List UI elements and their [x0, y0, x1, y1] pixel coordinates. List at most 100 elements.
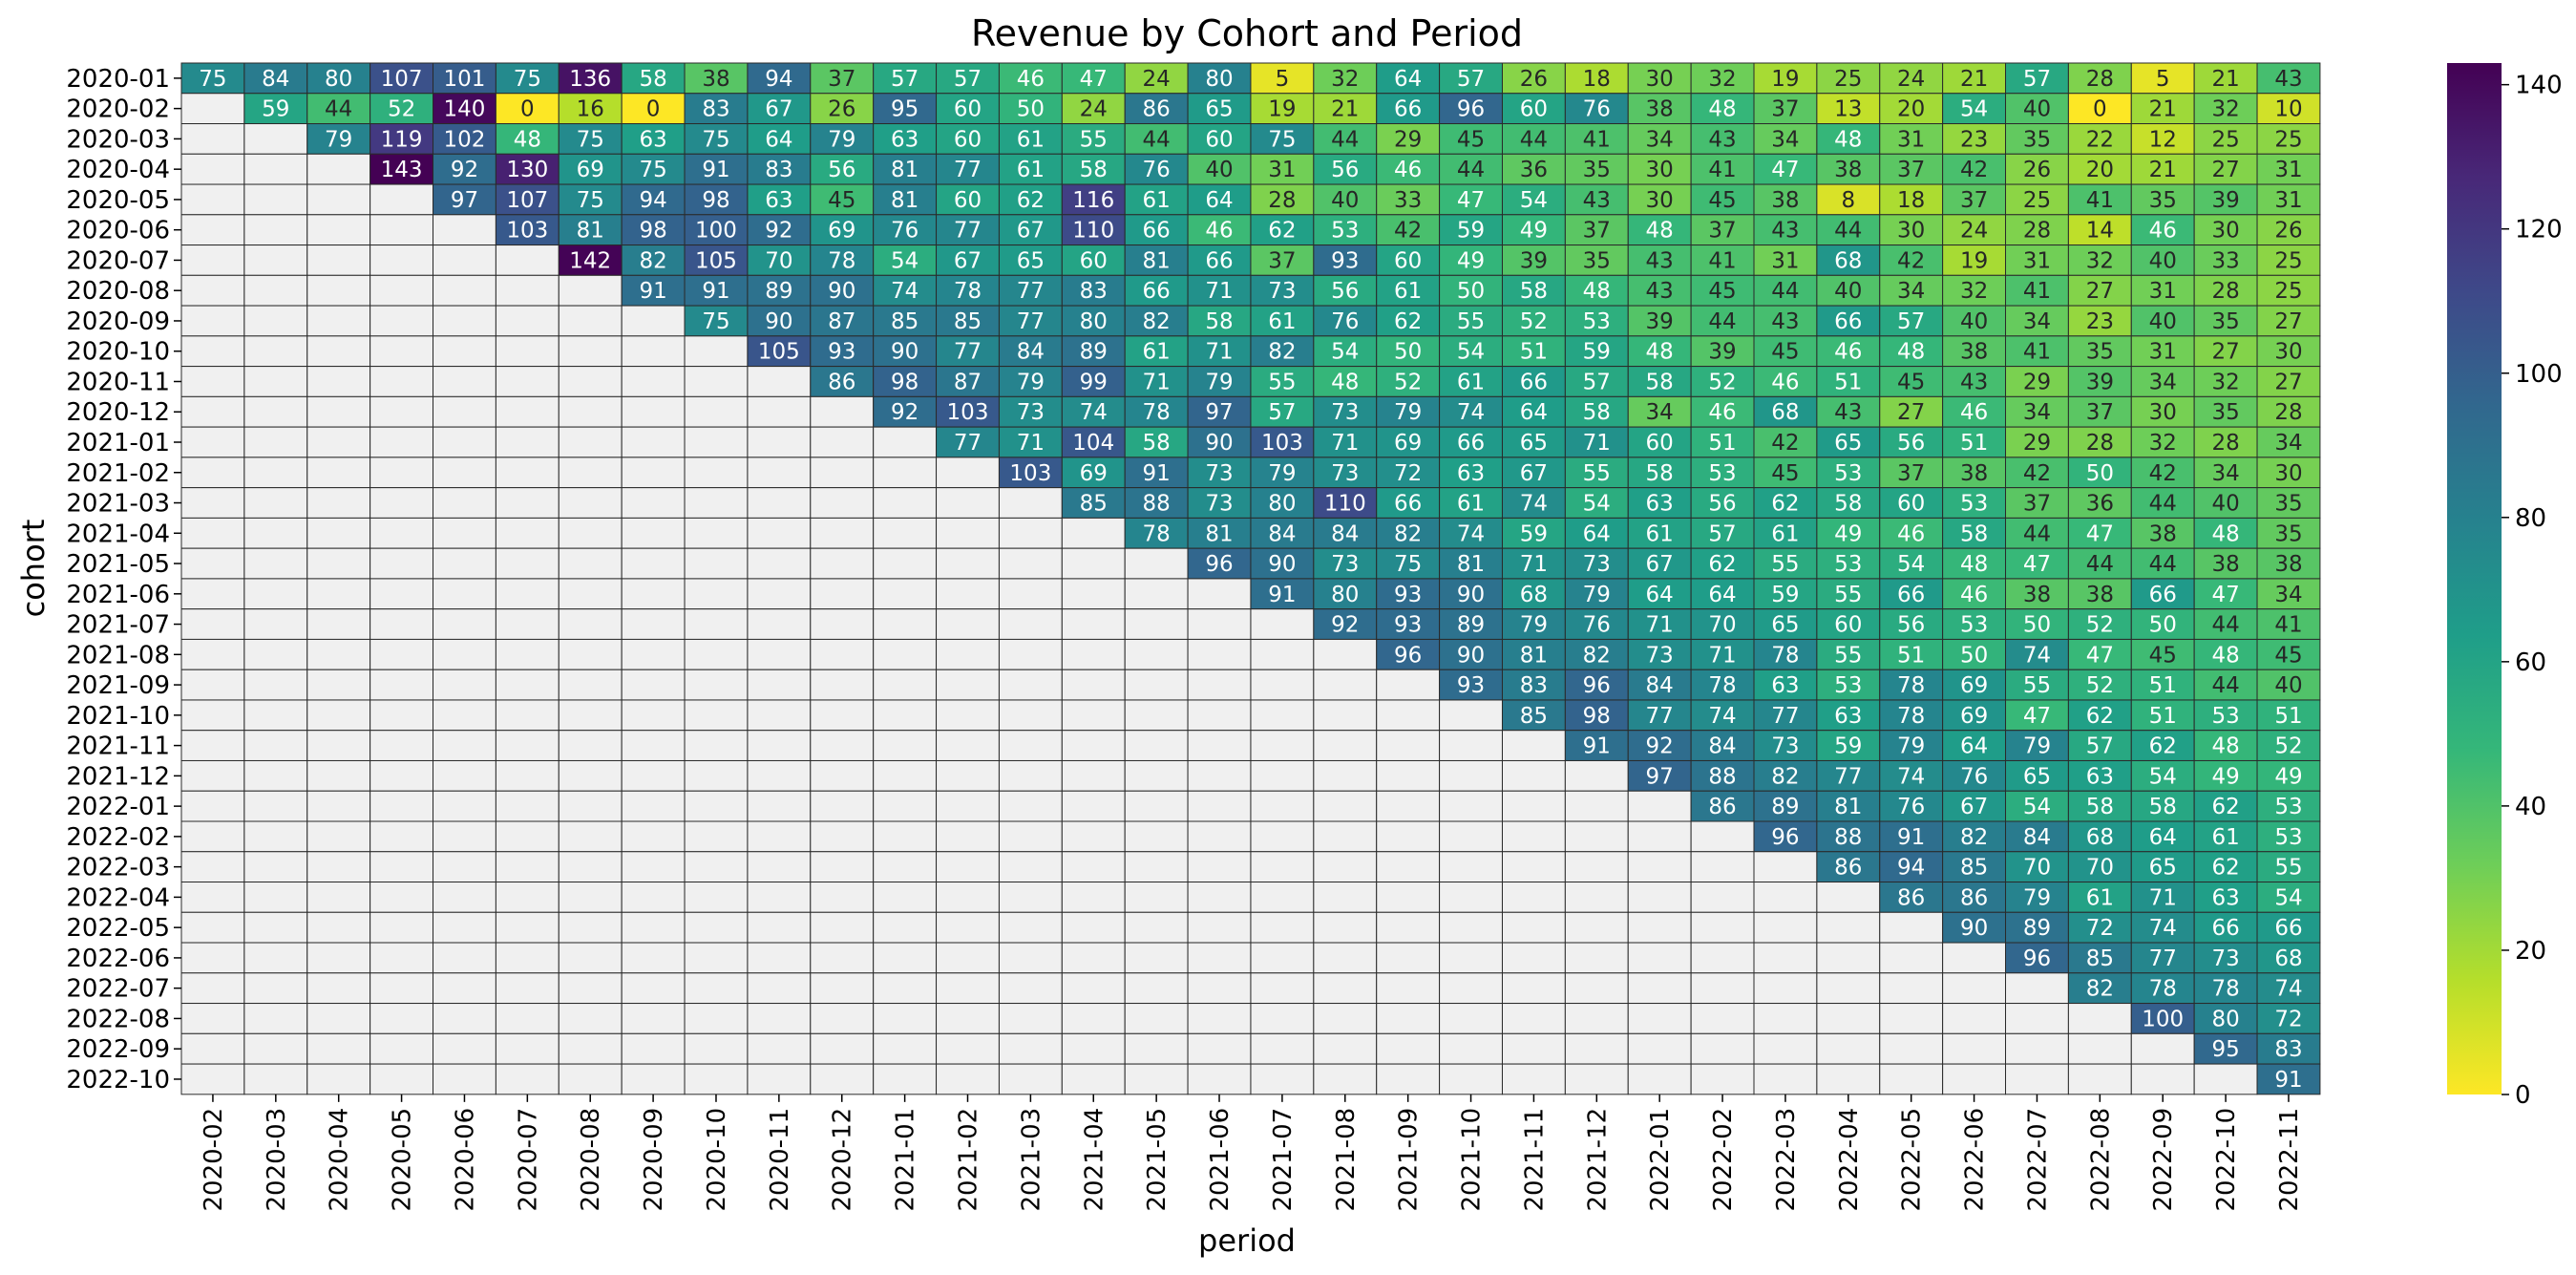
- heatmap-cell: [1124, 790, 1189, 822]
- heatmap-cell: [1250, 851, 1315, 883]
- heatmap-cell: [558, 487, 623, 519]
- heatmap-cell: [1376, 942, 1441, 974]
- cell-value-label: 49: [2274, 764, 2302, 789]
- cell-value-label: 101: [444, 67, 486, 92]
- heatmap-cell: [621, 638, 686, 670]
- heatmap-cell: [1753, 1032, 1818, 1065]
- heatmap-cell: [1501, 790, 1566, 822]
- column-tick-label: 2022-06: [1961, 1108, 1990, 1212]
- heatmap-cell: [747, 790, 812, 822]
- heatmap-cell: [1942, 244, 2007, 276]
- heatmap-cell: [495, 457, 560, 489]
- heatmap-cell: [180, 1003, 245, 1034]
- cell-value-label: 31: [2274, 158, 2302, 182]
- heatmap-cell: [1879, 942, 1944, 974]
- row-tick-label: 2020-02: [66, 96, 170, 124]
- heatmap-cell: [1376, 1063, 1441, 1095]
- heatmap-cell: [1250, 911, 1315, 944]
- heatmap-cell: [306, 123, 371, 155]
- heatmap-cell: [936, 244, 1000, 276]
- heatmap-cell: [1879, 851, 1944, 883]
- heatmap-cell: [558, 426, 623, 458]
- heatmap-cell: [1187, 730, 1252, 761]
- heatmap-cell: [2256, 517, 2321, 549]
- heatmap-cell: [1439, 699, 1503, 732]
- cell-value-label: 99: [1080, 370, 1108, 394]
- cell-value-label: 36: [2086, 492, 2114, 517]
- column-tick-label: 2022-07: [2023, 1108, 2052, 1212]
- cell-value-label: 92: [1646, 734, 1674, 759]
- row-tick-label: 2021-08: [66, 641, 170, 669]
- heatmap-cell: [1942, 305, 2007, 337]
- heatmap-cell: [621, 790, 686, 822]
- cell-value-label: 52: [1708, 370, 1736, 394]
- cell-value-label: 23: [2086, 309, 2114, 334]
- heatmap-cell: [433, 882, 496, 913]
- heatmap-cell: [1187, 608, 1252, 640]
- cell-value-label: 54: [1960, 97, 1988, 122]
- heatmap-cell: [2005, 638, 2069, 670]
- cell-value-label: 39: [2211, 188, 2239, 213]
- cell-value-label: 74: [1708, 704, 1736, 729]
- heatmap-cell: [1061, 942, 1126, 974]
- cell-value-label: 80: [2211, 1007, 2239, 1031]
- heatmap-cell: [1753, 517, 1818, 549]
- cell-value-label: 42: [1394, 219, 1422, 244]
- heatmap-cell: [621, 335, 686, 368]
- cell-value-label: 21: [2149, 97, 2177, 122]
- cell-value-label: 93: [1457, 673, 1485, 698]
- heatmap-cell: [1879, 638, 1944, 670]
- cell-value-label: 35: [2023, 127, 2051, 152]
- heatmap-cell: [1501, 487, 1566, 519]
- cell-value-label: 63: [891, 127, 918, 152]
- column-tick-label: 2021-05: [1143, 1108, 1172, 1212]
- cell-value-label: 40: [1205, 158, 1233, 182]
- heatmap-cell: [2193, 426, 2258, 458]
- heatmap-cell: [1124, 942, 1189, 974]
- cell-value-label: 96: [1583, 673, 1611, 698]
- heatmap-cell: [2067, 790, 2132, 822]
- heatmap-cell: [684, 882, 749, 913]
- heatmap-cell: [306, 335, 371, 368]
- heatmap-cell: [810, 335, 875, 368]
- heatmap-cell: [1061, 882, 1126, 913]
- cell-value-label: 46: [1017, 67, 1045, 92]
- heatmap-cell: [370, 942, 434, 974]
- heatmap-cell: [873, 669, 938, 701]
- cell-value-label: 64: [765, 127, 792, 152]
- heatmap-cell: [1942, 1003, 2007, 1034]
- cell-value-label: 37: [1771, 97, 1799, 122]
- heatmap-cell: [2256, 1032, 2321, 1065]
- heatmap-cell: [1816, 305, 1881, 337]
- heatmap-cell: [558, 395, 623, 428]
- heatmap-cell: [810, 123, 875, 155]
- row-tick-label: 2020-08: [66, 277, 170, 306]
- heatmap-cell: [2256, 335, 2321, 368]
- heatmap-cell: [684, 1003, 749, 1034]
- heatmap-cell: [1564, 93, 1629, 125]
- heatmap-cell: [810, 457, 875, 489]
- heatmap-cell: [2005, 820, 2069, 853]
- cell-value-label: 53: [1834, 461, 1862, 486]
- cell-value-label: 45: [828, 188, 855, 213]
- heatmap-cell: [370, 457, 434, 489]
- column-tick-label: 2022-11: [2275, 1108, 2304, 1212]
- heatmap-cell: [2193, 882, 2258, 913]
- heatmap-cell: [495, 578, 560, 610]
- heatmap-cell: [2256, 395, 2321, 428]
- heatmap-cell: [621, 547, 686, 580]
- heatmap-cell: [1061, 820, 1126, 853]
- heatmap-cell: [1690, 851, 1755, 883]
- cell-value-label: 91: [1583, 734, 1611, 759]
- row-tick-label: 2022-02: [66, 823, 170, 852]
- colorbar-tick-label: 60: [2515, 648, 2546, 677]
- heatmap-cell: [1124, 183, 1189, 216]
- heatmap-cell: [306, 153, 371, 185]
- heatmap-cell: [1753, 547, 1818, 580]
- row-tick-label: 2020-03: [66, 125, 170, 154]
- heatmap-cell: [1250, 942, 1315, 974]
- heatmap-cell: [2130, 487, 2195, 519]
- heatmap-cell: [1690, 972, 1755, 1005]
- heatmap-cell: [433, 214, 496, 246]
- cell-value-label: 68: [1834, 248, 1862, 273]
